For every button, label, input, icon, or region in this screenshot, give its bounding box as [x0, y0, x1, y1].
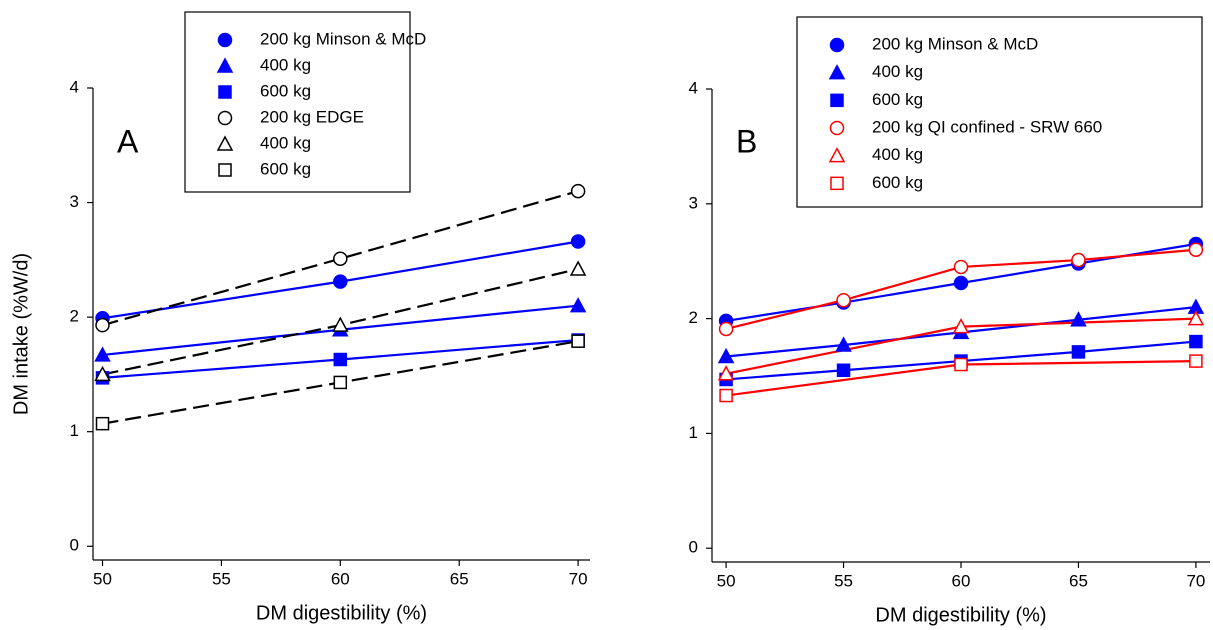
y-tick-label: 1	[70, 421, 79, 440]
marker	[94, 365, 111, 382]
y-axis-label: DM intake (%W/d)	[10, 253, 32, 415]
x-tick-label: 65	[450, 569, 469, 588]
marker	[95, 317, 110, 333]
panel-label: B	[736, 123, 757, 159]
marker	[94, 346, 111, 362]
marker	[829, 37, 845, 53]
marker	[954, 357, 968, 372]
marker	[333, 352, 348, 367]
legend-label: 400 kg	[260, 55, 311, 74]
marker	[836, 363, 851, 378]
marker	[828, 147, 846, 163]
panel: 0 1 2 3 4 50 55 60 65 70 DM digestibility (%) DM in…	[10, 11, 590, 624]
marker	[216, 57, 234, 73]
marker	[218, 85, 232, 99]
x-tick-label: 60	[331, 569, 350, 588]
x-tick-label: 60	[952, 571, 971, 590]
series-line	[102, 190, 579, 327]
y-tick-label: 0	[70, 536, 79, 555]
x-tick-label: 50	[717, 571, 736, 590]
legend-box	[796, 16, 1203, 208]
legend-label: 400 kg	[260, 133, 311, 152]
marker	[718, 321, 734, 337]
marker	[1071, 252, 1086, 268]
y-tick-label: 3	[689, 193, 698, 212]
marker	[828, 64, 846, 80]
marker	[1188, 242, 1204, 257]
y-tick-label: 0	[689, 538, 698, 557]
legend-label: 600 kg	[872, 90, 923, 109]
marker	[835, 336, 852, 352]
y-tick-label: 2	[70, 307, 79, 326]
marker	[333, 274, 348, 289]
legend-label: 600 kg	[872, 173, 923, 192]
marker	[717, 365, 735, 381]
marker	[717, 347, 735, 364]
x-tick-label: 65	[1069, 571, 1088, 590]
y-tick-label: 4	[70, 77, 79, 96]
legend-label: 200 kg QI confined - SRW 660	[872, 117, 1102, 136]
panel: 0 1 2 3 4 50 55 60 65 70 DM digestibility (%) B 200 …	[689, 16, 1210, 626]
marker	[1189, 334, 1203, 349]
marker	[836, 292, 851, 308]
marker	[952, 318, 970, 334]
marker	[333, 375, 348, 390]
x-tick-label: 55	[834, 571, 853, 590]
marker	[217, 32, 233, 48]
x-tick-label: 70	[1186, 571, 1205, 590]
y-tick-label: 3	[70, 192, 79, 211]
marker	[570, 234, 586, 249]
marker	[719, 388, 733, 403]
marker	[95, 416, 110, 431]
x-tick-label: 70	[569, 569, 588, 588]
marker	[953, 259, 969, 275]
marker	[1071, 345, 1086, 359]
marker	[829, 120, 845, 136]
marker	[830, 176, 844, 191]
legend-label: 200 kg Minson & McD	[260, 29, 426, 48]
panel-label: A	[117, 123, 139, 159]
marker	[569, 297, 587, 313]
marker	[216, 135, 234, 151]
marker	[218, 163, 232, 177]
legend-label: 200 kg EDGE	[260, 107, 364, 126]
marker	[1189, 354, 1203, 368]
marker	[571, 334, 585, 348]
y-tick-label: 4	[689, 78, 698, 97]
x-axis-label: DM digestibility (%)	[256, 602, 427, 624]
legend-label: 600 kg	[260, 81, 311, 100]
marker	[217, 110, 233, 126]
marker	[953, 275, 969, 291]
legend-label: 400 kg	[872, 62, 923, 81]
marker	[569, 260, 587, 276]
legend-label: 400 kg	[872, 145, 923, 164]
marker	[1187, 310, 1205, 326]
marker	[830, 93, 844, 108]
y-tick-label: 1	[689, 423, 698, 442]
marker	[332, 316, 349, 332]
legend-label: 200 kg Minson & McD	[872, 34, 1038, 53]
legend-label: 600 kg	[260, 159, 311, 178]
marker	[1070, 311, 1087, 327]
marker	[570, 183, 586, 199]
x-axis-label: DM digestibility (%)	[875, 604, 1046, 626]
y-tick-label: 2	[689, 308, 698, 327]
x-tick-label: 55	[212, 569, 231, 588]
x-tick-label: 50	[93, 569, 112, 588]
marker	[333, 251, 348, 266]
